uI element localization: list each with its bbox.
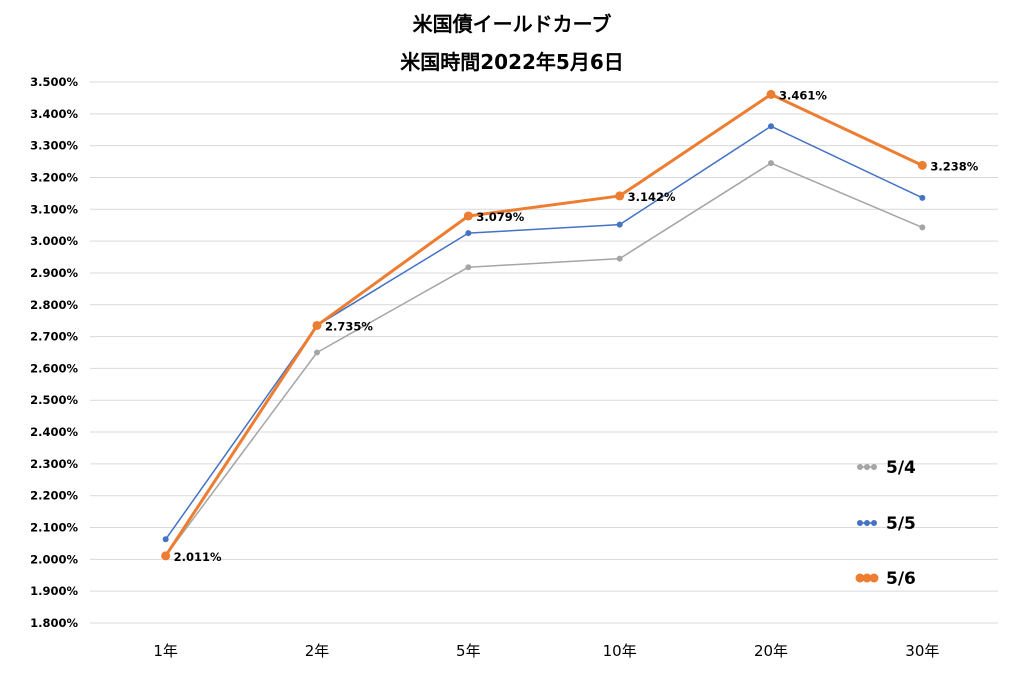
data-point <box>161 551 171 561</box>
data-point <box>768 160 774 167</box>
x-tick-label: 2年 <box>305 642 330 660</box>
legend-marker <box>864 464 870 470</box>
data-label: 2.735% <box>325 319 373 333</box>
grid-lines <box>90 81 998 624</box>
series-5-5 <box>162 123 926 543</box>
data-point <box>312 320 322 330</box>
series-line <box>165 125 923 540</box>
y-tick-label: 2.000% <box>30 552 78 566</box>
legend-marker <box>857 464 863 470</box>
legend-marker <box>871 464 877 470</box>
x-tick-label: 1年 <box>153 642 178 660</box>
y-tick-label: 2.100% <box>30 521 78 535</box>
y-tick-label: 2.700% <box>30 330 78 344</box>
legend-label: 5/6 <box>886 569 916 589</box>
legend-marker <box>871 520 877 526</box>
y-tick-label: 3.100% <box>30 202 78 216</box>
y-tick-label: 3.200% <box>30 170 78 184</box>
y-tick-label: 3.500% <box>30 75 78 89</box>
data-label: 3.079% <box>476 210 524 224</box>
y-axis-tick-labels: 1.800% 1.900% 2.000% 2.100% 2.200% 2.300% 2.40… <box>30 75 78 630</box>
y-tick-label: 1.800% <box>30 616 78 630</box>
legend-label: 5/4 <box>886 458 916 478</box>
data-point <box>616 221 623 228</box>
data-label: 3.461% <box>779 88 827 102</box>
data-point <box>465 230 472 237</box>
data-labels: 2.011% 2.735% 3.079% 3.142% 3.461% 3.238% <box>174 88 979 563</box>
chart-title-line2: 米国時間2022年5月6日 <box>400 50 624 74</box>
data-point <box>463 211 473 221</box>
legend-entry: 5/6 <box>855 569 916 589</box>
series-5-6 <box>161 89 927 561</box>
legend-marker <box>862 573 872 583</box>
y-tick-label: 2.400% <box>30 425 78 439</box>
chart-title-line1: 米国債イールドカーブ <box>413 12 612 36</box>
legend-marker <box>869 573 879 583</box>
y-tick-label: 2.300% <box>30 457 78 471</box>
data-point <box>917 160 927 170</box>
data-point <box>919 194 926 201</box>
data-label: 3.142% <box>628 190 676 204</box>
data-point <box>616 255 623 262</box>
legend-marker <box>855 573 865 583</box>
x-tick-label: 20年 <box>754 642 788 660</box>
x-tick-label: 5年 <box>456 642 481 660</box>
y-tick-label: 3.000% <box>30 234 78 248</box>
data-label: 3.238% <box>930 159 978 173</box>
x-tick-label: 10年 <box>603 642 637 660</box>
legend-entry: 5/5 <box>857 514 916 534</box>
y-tick-label: 2.800% <box>30 298 78 312</box>
y-tick-label: 2.900% <box>30 266 78 280</box>
data-point <box>768 123 774 130</box>
y-tick-label: 2.500% <box>30 393 78 407</box>
x-axis-tick-labels: 1年 2年 5年 10年 20年 30年 <box>153 642 939 660</box>
legend-marker <box>864 520 870 526</box>
data-point <box>766 89 776 99</box>
x-tick-label: 30年 <box>905 642 939 660</box>
y-tick-label: 2.600% <box>30 361 78 375</box>
series-5-4 <box>162 160 926 559</box>
data-point <box>615 191 625 201</box>
series-line <box>165 162 923 557</box>
data-label: 2.011% <box>174 550 222 564</box>
data-point <box>314 349 320 356</box>
series-lines <box>161 89 927 561</box>
y-tick-label: 3.400% <box>30 107 78 121</box>
series-line <box>164 92 923 557</box>
legend-entry: 5/4 <box>857 458 916 478</box>
data-point <box>465 264 472 271</box>
y-tick-label: 3.300% <box>30 139 78 153</box>
data-point <box>162 536 169 543</box>
legend-marker <box>857 520 863 526</box>
legend: 5/4 5/5 5/6 <box>855 458 916 589</box>
y-tick-label: 2.200% <box>30 489 78 503</box>
legend-label: 5/5 <box>886 514 916 534</box>
y-tick-label: 1.900% <box>30 584 78 598</box>
data-point <box>919 224 926 231</box>
